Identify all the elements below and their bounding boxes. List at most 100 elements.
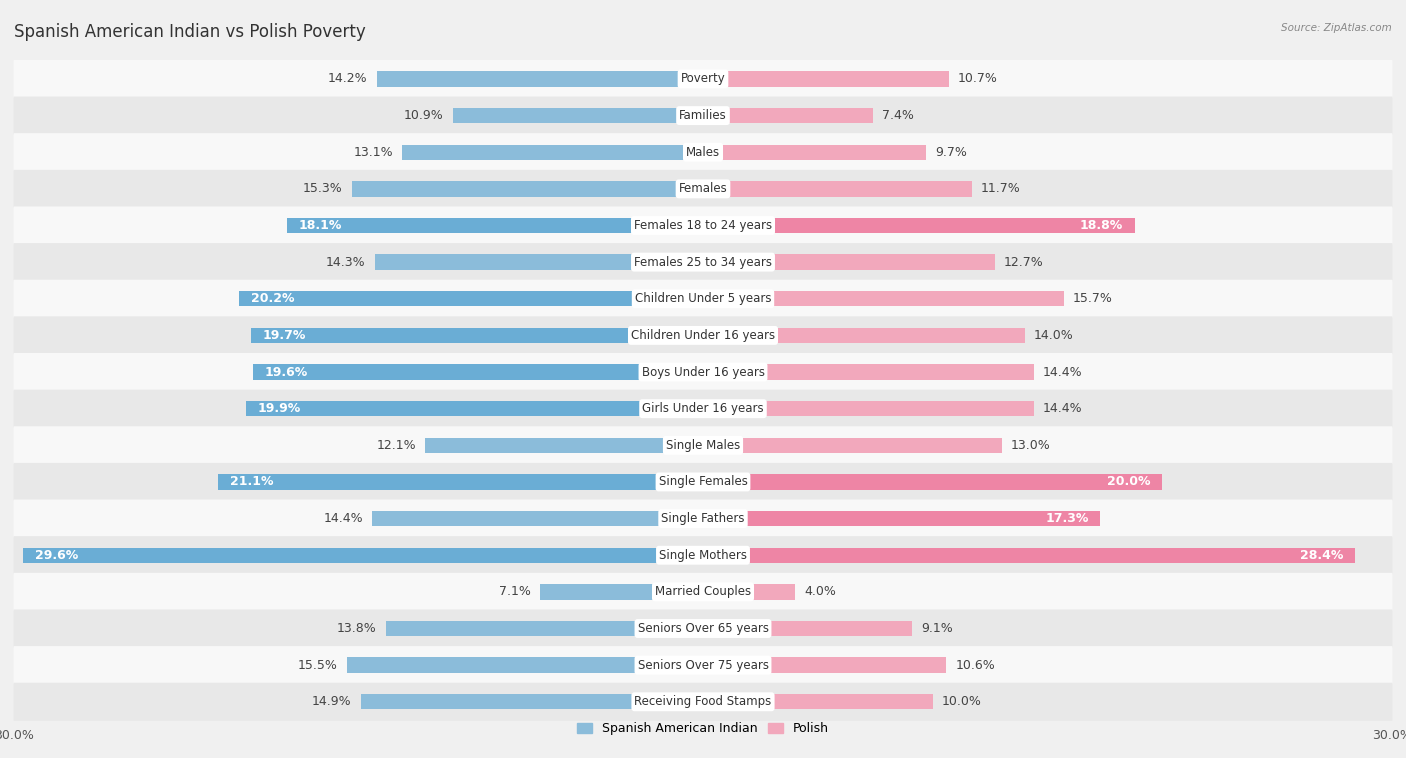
Text: 15.5%: 15.5% bbox=[298, 659, 337, 672]
Bar bbox=[703, 547, 1355, 563]
Bar bbox=[287, 218, 703, 233]
Text: 21.1%: 21.1% bbox=[231, 475, 273, 488]
FancyBboxPatch shape bbox=[14, 243, 1392, 281]
Text: 15.7%: 15.7% bbox=[1073, 293, 1112, 305]
Text: 29.6%: 29.6% bbox=[35, 549, 77, 562]
Text: 10.7%: 10.7% bbox=[957, 73, 998, 86]
Text: Seniors Over 65 years: Seniors Over 65 years bbox=[637, 622, 769, 635]
Text: 14.3%: 14.3% bbox=[326, 255, 366, 268]
Text: 10.6%: 10.6% bbox=[956, 659, 995, 672]
Bar bbox=[540, 584, 703, 600]
Text: Married Couples: Married Couples bbox=[655, 585, 751, 598]
Bar bbox=[703, 584, 794, 600]
Bar bbox=[377, 71, 703, 86]
Text: Families: Families bbox=[679, 109, 727, 122]
FancyBboxPatch shape bbox=[14, 316, 1392, 355]
FancyBboxPatch shape bbox=[14, 390, 1392, 428]
Text: Spanish American Indian vs Polish Poverty: Spanish American Indian vs Polish Povert… bbox=[14, 23, 366, 41]
Bar bbox=[24, 547, 703, 563]
Bar bbox=[250, 327, 703, 343]
Text: 18.1%: 18.1% bbox=[299, 219, 342, 232]
Text: 4.0%: 4.0% bbox=[804, 585, 837, 598]
Text: 13.1%: 13.1% bbox=[353, 146, 392, 158]
Bar bbox=[453, 108, 703, 124]
Bar bbox=[703, 694, 932, 709]
FancyBboxPatch shape bbox=[14, 573, 1392, 611]
Text: Females 25 to 34 years: Females 25 to 34 years bbox=[634, 255, 772, 268]
FancyBboxPatch shape bbox=[14, 463, 1392, 501]
Text: 13.0%: 13.0% bbox=[1011, 439, 1050, 452]
Bar bbox=[218, 475, 703, 490]
Text: 14.4%: 14.4% bbox=[323, 512, 363, 525]
Bar bbox=[703, 475, 1163, 490]
Bar bbox=[703, 621, 912, 636]
FancyBboxPatch shape bbox=[14, 170, 1392, 208]
Bar bbox=[387, 621, 703, 636]
FancyBboxPatch shape bbox=[14, 536, 1392, 575]
Bar bbox=[703, 657, 946, 673]
Bar bbox=[425, 437, 703, 453]
Text: 14.4%: 14.4% bbox=[1043, 402, 1083, 415]
Text: Children Under 5 years: Children Under 5 years bbox=[634, 293, 772, 305]
Text: Single Males: Single Males bbox=[666, 439, 740, 452]
FancyBboxPatch shape bbox=[14, 96, 1392, 135]
Text: 9.1%: 9.1% bbox=[921, 622, 953, 635]
Text: 14.4%: 14.4% bbox=[1043, 365, 1083, 378]
Text: Females 18 to 24 years: Females 18 to 24 years bbox=[634, 219, 772, 232]
Text: 20.0%: 20.0% bbox=[1108, 475, 1152, 488]
Bar bbox=[347, 657, 703, 673]
Text: 10.0%: 10.0% bbox=[942, 695, 981, 708]
Text: Females: Females bbox=[679, 183, 727, 196]
Bar bbox=[374, 255, 703, 270]
Text: 13.8%: 13.8% bbox=[337, 622, 377, 635]
FancyBboxPatch shape bbox=[14, 683, 1392, 721]
Text: 7.4%: 7.4% bbox=[882, 109, 914, 122]
Bar bbox=[703, 437, 1001, 453]
Bar bbox=[703, 327, 1025, 343]
Bar bbox=[253, 365, 703, 380]
Text: Males: Males bbox=[686, 146, 720, 158]
Text: 19.6%: 19.6% bbox=[264, 365, 308, 378]
FancyBboxPatch shape bbox=[14, 353, 1392, 391]
Bar bbox=[703, 291, 1063, 306]
Bar bbox=[703, 511, 1101, 526]
Bar bbox=[703, 108, 873, 124]
Text: 18.8%: 18.8% bbox=[1080, 219, 1123, 232]
Text: Single Fathers: Single Fathers bbox=[661, 512, 745, 525]
Bar bbox=[703, 71, 949, 86]
Text: Boys Under 16 years: Boys Under 16 years bbox=[641, 365, 765, 378]
Text: 12.1%: 12.1% bbox=[377, 439, 416, 452]
Bar bbox=[352, 181, 703, 196]
Text: 11.7%: 11.7% bbox=[981, 183, 1021, 196]
Bar bbox=[703, 181, 972, 196]
Text: 9.7%: 9.7% bbox=[935, 146, 967, 158]
Bar bbox=[703, 255, 994, 270]
Legend: Spanish American Indian, Polish: Spanish American Indian, Polish bbox=[572, 717, 834, 741]
Text: 28.4%: 28.4% bbox=[1301, 549, 1344, 562]
Text: 20.2%: 20.2% bbox=[250, 293, 294, 305]
Text: 15.3%: 15.3% bbox=[302, 183, 343, 196]
Bar bbox=[373, 511, 703, 526]
FancyBboxPatch shape bbox=[14, 206, 1392, 245]
Text: 19.9%: 19.9% bbox=[257, 402, 301, 415]
Bar bbox=[703, 365, 1033, 380]
FancyBboxPatch shape bbox=[14, 133, 1392, 171]
Text: Source: ZipAtlas.com: Source: ZipAtlas.com bbox=[1281, 23, 1392, 33]
Text: Receiving Food Stamps: Receiving Food Stamps bbox=[634, 695, 772, 708]
Text: 7.1%: 7.1% bbox=[499, 585, 531, 598]
FancyBboxPatch shape bbox=[14, 500, 1392, 537]
FancyBboxPatch shape bbox=[14, 646, 1392, 684]
Text: Seniors Over 75 years: Seniors Over 75 years bbox=[637, 659, 769, 672]
Text: 12.7%: 12.7% bbox=[1004, 255, 1043, 268]
Bar bbox=[246, 401, 703, 416]
Bar bbox=[402, 145, 703, 160]
Text: Girls Under 16 years: Girls Under 16 years bbox=[643, 402, 763, 415]
FancyBboxPatch shape bbox=[14, 280, 1392, 318]
Text: 14.0%: 14.0% bbox=[1033, 329, 1073, 342]
Text: 14.9%: 14.9% bbox=[312, 695, 352, 708]
FancyBboxPatch shape bbox=[14, 426, 1392, 465]
Text: 14.2%: 14.2% bbox=[328, 73, 368, 86]
Bar bbox=[703, 401, 1033, 416]
Bar bbox=[239, 291, 703, 306]
Text: 17.3%: 17.3% bbox=[1046, 512, 1088, 525]
